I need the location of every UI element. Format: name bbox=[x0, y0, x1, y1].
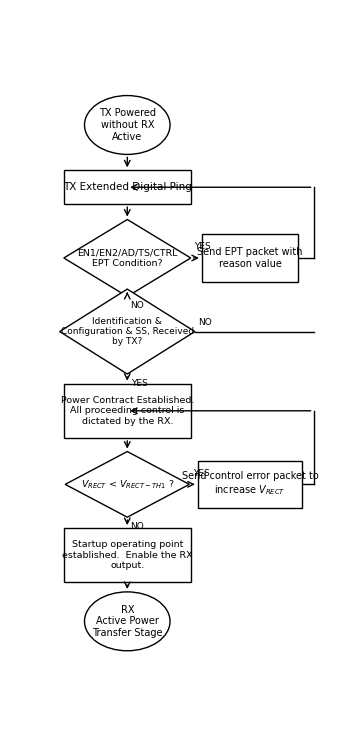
Text: EN1/EN2/AD/TS/CTRL
EPT Condition?: EN1/EN2/AD/TS/CTRL EPT Condition? bbox=[77, 248, 178, 268]
Text: Power Contract Established.
All proceeding control is
dictated by the RX.: Power Contract Established. All proceedi… bbox=[61, 396, 194, 426]
Text: Send control error packet to
increase $V_{RECT}$: Send control error packet to increase $V… bbox=[182, 471, 318, 498]
Text: YES: YES bbox=[131, 379, 147, 387]
Text: NO: NO bbox=[131, 522, 144, 531]
Text: RX
Active Power
Transfer Stage: RX Active Power Transfer Stage bbox=[92, 605, 163, 638]
Polygon shape bbox=[65, 451, 189, 517]
Bar bbox=[64, 384, 191, 438]
Bar bbox=[198, 461, 303, 508]
Bar bbox=[64, 528, 191, 582]
Text: Identification &
Configuration & SS, Received
by TX?: Identification & Configuration & SS, Rec… bbox=[61, 317, 194, 346]
Text: TX Powered
without RX
Active: TX Powered without RX Active bbox=[99, 108, 156, 142]
Text: YES: YES bbox=[193, 469, 209, 478]
Text: $V_{RECT}$ < $V_{RECT-TH1}$ ?: $V_{RECT}$ < $V_{RECT-TH1}$ ? bbox=[80, 478, 174, 491]
Bar bbox=[64, 171, 191, 204]
Text: YES: YES bbox=[194, 243, 211, 251]
Text: NO: NO bbox=[198, 318, 212, 327]
Bar bbox=[202, 234, 298, 282]
Polygon shape bbox=[60, 289, 195, 374]
Polygon shape bbox=[64, 220, 191, 296]
Text: NO: NO bbox=[131, 301, 144, 310]
Text: Startup operating point
established.  Enable the RX
output.: Startup operating point established. Ena… bbox=[62, 540, 193, 570]
Text: Send EPT packet with
reason value: Send EPT packet with reason value bbox=[197, 247, 303, 269]
Text: TX Extended Digital Ping: TX Extended Digital Ping bbox=[63, 182, 192, 193]
